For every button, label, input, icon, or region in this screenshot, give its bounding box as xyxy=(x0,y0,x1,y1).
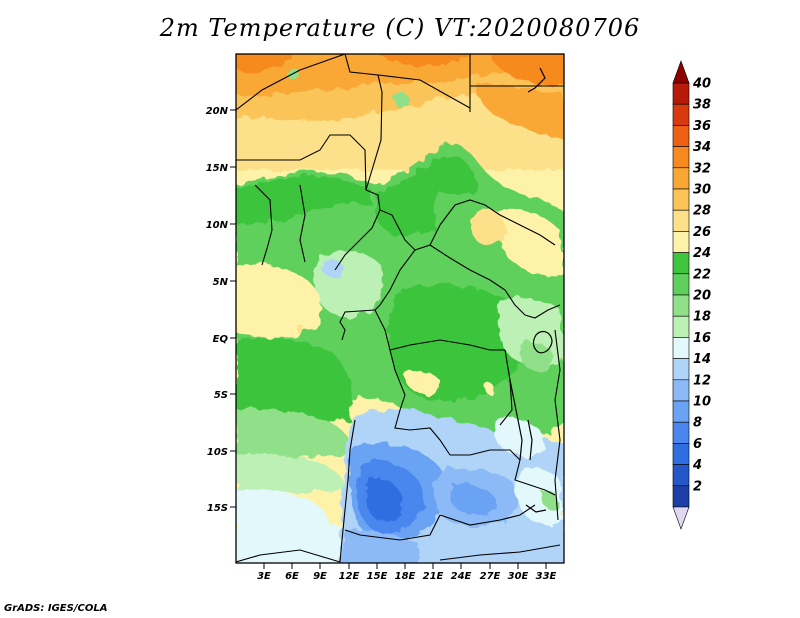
colorbar-bin xyxy=(672,252,690,275)
colorbar-over-triangle xyxy=(672,60,690,84)
lon-label-12e: 12E xyxy=(339,571,360,582)
lon-label-21e: 21E xyxy=(423,571,444,582)
colorbar-under-triangle xyxy=(672,506,690,530)
lat-label-eq: EQ xyxy=(213,334,229,345)
lon-label-24e: 24E xyxy=(451,571,472,582)
lon-label-15e: 15E xyxy=(367,571,388,582)
software-credit: GrADS: IGES/COLA xyxy=(4,603,108,614)
lat-label-5n: 5N xyxy=(213,277,229,288)
colorbar-label: 18 xyxy=(693,310,711,325)
colorbar: 40 38 36 34 32 30 28 26 24 22 20 18 16 14 12 10 8 6 4 2 xyxy=(672,60,711,530)
colorbar-label: 28 xyxy=(693,204,711,219)
lakes xyxy=(509,67,553,513)
lat-label-5s: 5S xyxy=(214,390,228,401)
colorbar-label: 14 xyxy=(693,352,711,367)
colorbar-bin xyxy=(672,400,690,423)
colorbar-label: 6 xyxy=(693,437,702,452)
colorbar-label: 2 xyxy=(693,479,702,494)
colorbar-label: 4 xyxy=(692,458,702,473)
colorbar-label: 40 xyxy=(692,77,711,92)
colorbar-bin xyxy=(672,167,690,190)
country-borders xyxy=(236,54,564,563)
colorbar-label: 30 xyxy=(693,183,711,198)
colorbar-label: 16 xyxy=(693,331,711,346)
colorbar-label: 38 xyxy=(693,98,711,113)
map-frame xyxy=(235,53,565,564)
colorbar-bin xyxy=(672,82,690,105)
colorbar-label: 36 xyxy=(693,119,711,134)
lat-label-15n: 15N xyxy=(206,163,229,174)
lat-label-10s: 10S xyxy=(207,447,228,458)
colorbar-label: 34 xyxy=(693,140,711,155)
colorbar-label: 20 xyxy=(693,289,711,304)
temperature-field xyxy=(236,54,564,563)
colorbar-bin xyxy=(672,209,690,232)
lon-label-30e: 30E xyxy=(508,571,529,582)
colorbar-bin xyxy=(672,379,690,402)
longitude-axis: 3E 6E 9E 12E 15E 18E 21E 24E 27E 30E 33E xyxy=(257,563,557,582)
colorbar-bin xyxy=(672,294,690,317)
latitude-axis: 20N 15N 10N 5N EQ 5S 10S 15S xyxy=(206,106,236,514)
colorbar-bin xyxy=(672,421,690,444)
colorbar-label: 12 xyxy=(693,373,711,388)
colorbar-label: 32 xyxy=(693,161,711,176)
colorbar-bin xyxy=(672,273,690,296)
colorbar-bin xyxy=(672,125,690,147)
lon-label-9e: 9E xyxy=(313,571,327,582)
colorbar-label: 8 xyxy=(693,416,702,431)
lon-label-18e: 18E xyxy=(395,571,416,582)
lon-label-27e: 27E xyxy=(480,571,501,582)
colorbar-label: 10 xyxy=(693,395,711,410)
colorbar-label: 26 xyxy=(693,225,711,240)
colorbar-bin xyxy=(672,443,690,465)
colorbar-bin xyxy=(672,464,690,487)
lon-label-33e: 33E xyxy=(536,571,557,582)
lon-label-3e: 3E xyxy=(257,571,271,582)
colorbar-label: 22 xyxy=(693,267,711,282)
colorbar-bin xyxy=(672,103,690,126)
chart-title: 2m Temperature (C) VT:2020080706 xyxy=(159,14,641,42)
colorbar-label: 24 xyxy=(693,246,711,261)
lat-label-20n: 20N xyxy=(206,106,229,117)
lat-label-10n: 10N xyxy=(206,220,229,231)
colorbar-bin xyxy=(672,485,690,508)
colorbar-bin xyxy=(672,188,690,211)
colorbar-bin xyxy=(672,231,690,253)
colorbar-bin xyxy=(672,146,690,169)
colorbar-bin xyxy=(672,358,690,381)
lon-label-6e: 6E xyxy=(285,571,299,582)
lat-label-15s: 15S xyxy=(207,503,228,514)
colorbar-bin xyxy=(672,315,690,338)
colorbar-bin xyxy=(672,337,690,359)
